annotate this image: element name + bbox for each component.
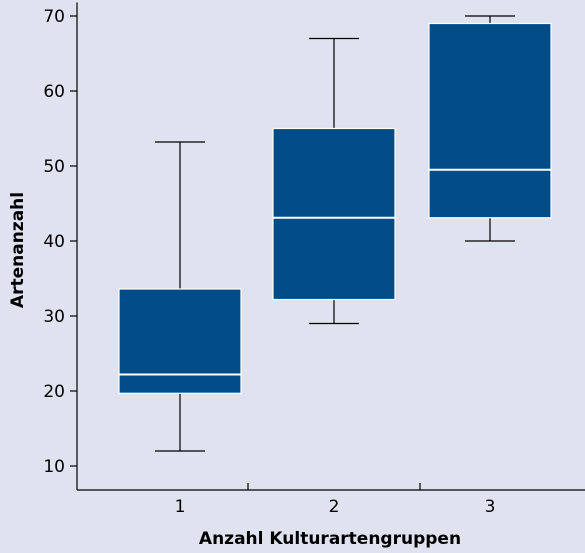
box-group [272,37,396,325]
y-tick-label: 70 [43,7,65,27]
y-tick-label: 10 [43,457,65,477]
y-tick-label: 40 [43,232,65,252]
y-tick-label: 20 [43,382,65,402]
box-iqr [118,288,242,394]
x-tick-label: 3 [485,497,496,517]
x-axis: 1 2 3 [77,483,585,517]
x-tick-label: 2 [329,497,340,517]
y-axis-title: Artenanzahl [8,192,28,308]
box-iqr [272,127,396,301]
box-group [118,141,242,452]
y-axis: 10 20 30 40 50 60 70 [43,2,78,490]
y-tick-label: 50 [43,157,65,177]
x-tick-label: 1 [175,497,186,517]
box-series [118,15,552,452]
box-iqr [428,22,552,219]
y-tick-label: 30 [43,307,65,327]
box-group [428,15,552,242]
y-tick-label: 60 [43,82,65,102]
x-axis-title: Anzahl Kulturartengruppen [199,529,461,549]
